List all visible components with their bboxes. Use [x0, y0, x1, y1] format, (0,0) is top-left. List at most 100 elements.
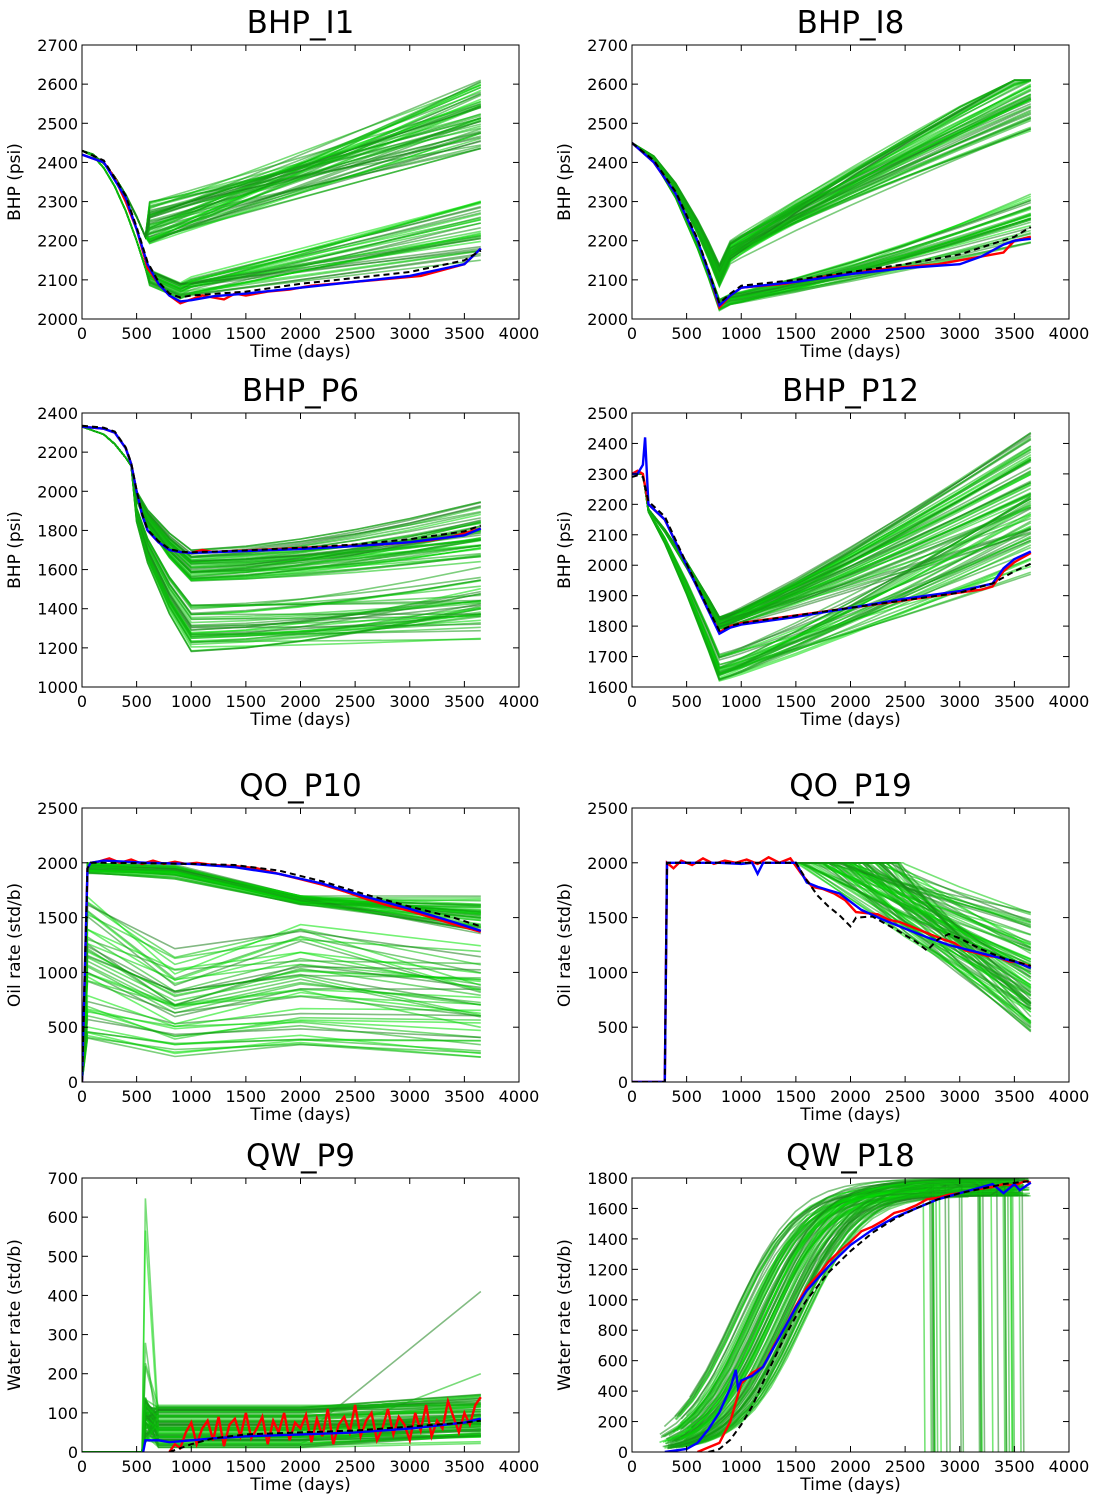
y-tick-label: 1000 [587, 963, 628, 982]
y-tick-label: 2000 [37, 310, 78, 329]
y-tick-label: 2300 [37, 193, 78, 212]
x-tick-label: 2500 [885, 692, 926, 711]
x-tick-label: 4000 [499, 1087, 540, 1106]
x-tick-label: 1500 [226, 1457, 267, 1476]
x-tick-label: 1000 [721, 692, 762, 711]
y-tick-label: 2000 [37, 482, 78, 501]
x-tick-label: 3500 [994, 1087, 1035, 1106]
x-tick-label: 4000 [1049, 692, 1090, 711]
ensemble-curve [82, 927, 481, 1082]
x-tick-label: 4000 [499, 1457, 540, 1476]
x-tick-label: 0 [627, 1457, 637, 1476]
x-tick-label: 2500 [885, 1087, 926, 1106]
x-tick-label: 500 [671, 1457, 702, 1476]
y-axis-label: BHP (psi) [5, 143, 25, 221]
y-tick-label: 2500 [587, 114, 628, 133]
observed-series-line [697, 1179, 1032, 1452]
ensemble-curve [82, 914, 482, 1082]
y-tick-label: 1400 [37, 600, 78, 619]
ensemble-curve [632, 79, 1031, 279]
x-tick-label: 0 [627, 1087, 637, 1106]
ensemble-curve [662, 1184, 1008, 1452]
x-tick-label: 4000 [499, 692, 540, 711]
plot-area [82, 1198, 482, 1452]
x-tick-label: 2000 [280, 1087, 321, 1106]
y-tick-label: 2300 [587, 465, 628, 484]
y-tick-label: 0 [68, 1073, 78, 1092]
x-tick-label: 500 [121, 1087, 152, 1106]
x-tick-label: 2000 [830, 1087, 871, 1106]
x-axis-label: Time (days) [799, 710, 900, 730]
y-axis-label: Water rate (std/b) [5, 1239, 25, 1391]
ensemble-curve [679, 1188, 1025, 1424]
ensemble-curve [689, 1183, 981, 1452]
chart-panel-1: 0 500 1000 1500 2000 2500 3000 3500 4000 2000 2100… [5, 5, 539, 362]
y-tick-label: 2300 [587, 193, 628, 212]
ensemble-curve [82, 972, 481, 1082]
ensemble-curve [82, 900, 481, 1082]
x-tick-label: 3000 [939, 1457, 980, 1476]
reference-series-line [632, 861, 1032, 1082]
x-tick-label: 0 [77, 692, 87, 711]
y-tick-label: 400 [597, 1382, 628, 1401]
chart-title: BHP_P6 [242, 373, 359, 409]
plot-area [82, 79, 482, 305]
x-tick-label: 0 [77, 1457, 87, 1476]
y-tick-label: 2000 [587, 556, 628, 575]
plot-area [659, 1178, 1032, 1452]
y-tick-label: 0 [618, 1073, 628, 1092]
x-tick-label: 1000 [721, 324, 762, 343]
chart-panel-6: 0 500 1000 1500 2000 2500 3000 3500 4000 0 500 1000… [555, 768, 1089, 1125]
chart-panel-7: 0 500 1000 1500 2000 2500 3000 3500 4000 0 100 200 3… [5, 1138, 539, 1495]
y-tick-label: 1000 [37, 963, 78, 982]
x-tick-label: 4000 [499, 324, 540, 343]
y-tick-label: 1200 [37, 639, 78, 658]
x-tick-label: 3500 [994, 692, 1035, 711]
y-tick-label: 600 [47, 1208, 78, 1227]
x-tick-label: 3500 [444, 692, 485, 711]
x-tick-label: 2500 [885, 1457, 926, 1476]
plot-area [82, 857, 482, 1082]
reference-series-line [708, 1180, 1031, 1452]
ensemble-curve [685, 1192, 1030, 1440]
ensemble-curve [82, 994, 481, 1082]
x-tick-label: 4000 [1049, 1457, 1090, 1476]
chart-title: BHP_I8 [797, 5, 905, 41]
x-tick-label: 3000 [389, 1457, 430, 1476]
y-tick-label: 1900 [587, 587, 628, 606]
ensemble-curve [82, 1014, 481, 1082]
y-tick-label: 700 [47, 1169, 78, 1188]
chart-title: BHP_I1 [247, 5, 355, 41]
x-axis-label: Time (days) [249, 710, 350, 730]
x-tick-label: 1500 [776, 1457, 817, 1476]
x-axis-label: Time (days) [799, 342, 900, 362]
y-tick-label: 2700 [587, 36, 628, 55]
y-tick-label: 2400 [37, 153, 78, 172]
y-axis-label: Oil rate (std/b) [5, 883, 25, 1007]
plot-area [632, 432, 1032, 682]
x-tick-label: 3000 [389, 324, 430, 343]
y-tick-label: 2500 [587, 404, 628, 423]
y-tick-label: 2400 [37, 404, 78, 423]
plot-area [632, 79, 1032, 312]
ensemble-curve [82, 1036, 481, 1082]
y-tick-label: 2400 [587, 434, 628, 453]
x-tick-label: 1000 [171, 692, 212, 711]
chart-title: QO_P10 [239, 768, 361, 804]
x-tick-label: 3500 [444, 1087, 485, 1106]
ensemble-curve [82, 909, 481, 1082]
x-tick-label: 3500 [994, 324, 1035, 343]
y-tick-label: 2100 [587, 271, 628, 290]
y-tick-label: 2400 [587, 153, 628, 172]
y-tick-label: 2500 [37, 114, 78, 133]
ensemble-curve [689, 1185, 1018, 1443]
x-tick-label: 1500 [226, 1087, 267, 1106]
x-tick-label: 1500 [226, 324, 267, 343]
ensemble-curve [82, 867, 481, 1082]
reference-series-line [82, 424, 482, 554]
ensemble-curve [82, 935, 481, 1082]
ensemble-curve [82, 1026, 481, 1082]
y-tick-label: 0 [618, 1443, 628, 1462]
ensemble-curve [82, 945, 481, 1082]
ensemble-curve [82, 865, 481, 1082]
